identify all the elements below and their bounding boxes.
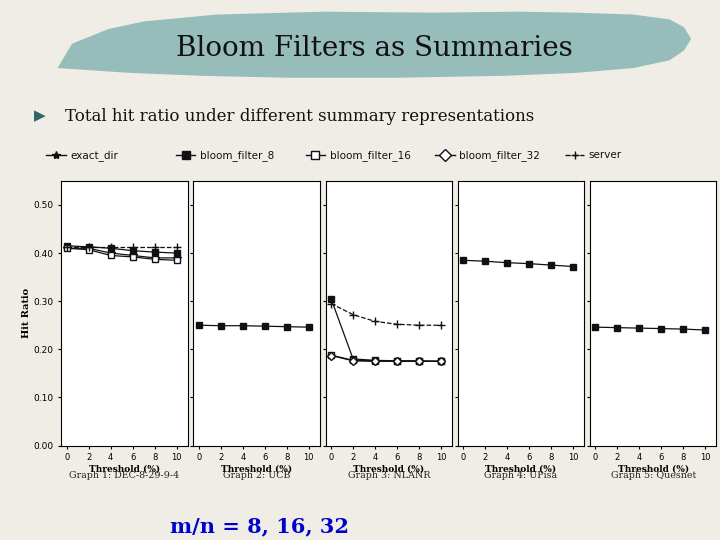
X-axis label: Threshold (%): Threshold (%) bbox=[618, 465, 689, 474]
Text: Graph 1: DEC-8-29-9-4: Graph 1: DEC-8-29-9-4 bbox=[69, 471, 179, 480]
Text: Graph 4: UPisa: Graph 4: UPisa bbox=[485, 471, 557, 480]
X-axis label: Threshold (%): Threshold (%) bbox=[89, 465, 160, 474]
Text: exact_dir: exact_dir bbox=[71, 150, 118, 161]
X-axis label: Threshold (%): Threshold (%) bbox=[221, 465, 292, 474]
X-axis label: Threshold (%): Threshold (%) bbox=[354, 465, 424, 474]
Text: Graph 2: UCB: Graph 2: UCB bbox=[223, 471, 290, 480]
Text: bloom_filter_8: bloom_filter_8 bbox=[200, 150, 274, 161]
Text: server: server bbox=[589, 150, 622, 160]
Text: Graph 3: NLANR: Graph 3: NLANR bbox=[348, 471, 430, 480]
X-axis label: Threshold (%): Threshold (%) bbox=[485, 465, 557, 474]
Text: m/n = 8, 16, 32: m/n = 8, 16, 32 bbox=[170, 516, 348, 537]
Y-axis label: Hit Ratio: Hit Ratio bbox=[22, 288, 31, 338]
Text: Graph 5: Quesnet: Graph 5: Quesnet bbox=[611, 471, 696, 480]
Text: Total hit ratio under different summary representations: Total hit ratio under different summary … bbox=[65, 107, 534, 125]
Text: bloom_filter_32: bloom_filter_32 bbox=[459, 150, 540, 161]
Text: bloom_filter_16: bloom_filter_16 bbox=[330, 150, 410, 161]
Text: Bloom Filters as Summaries: Bloom Filters as Summaries bbox=[176, 35, 573, 62]
Polygon shape bbox=[58, 12, 691, 78]
Text: ▶: ▶ bbox=[34, 109, 45, 124]
